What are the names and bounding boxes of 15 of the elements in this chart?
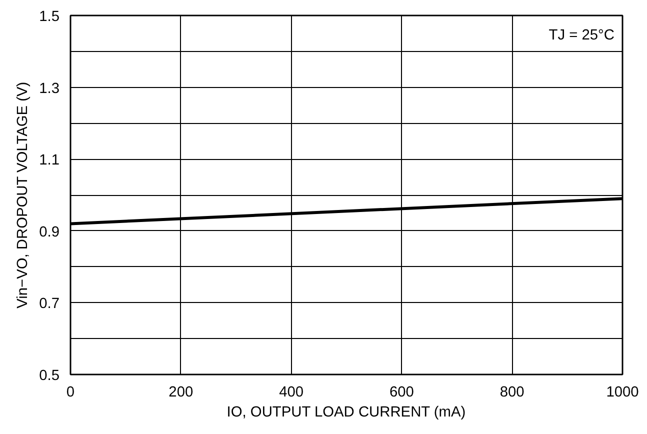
- x-tick-label: 200: [168, 384, 194, 400]
- x-tick-label: 1000: [606, 384, 639, 400]
- annotation: TJ = 25°C: [548, 28, 615, 44]
- x-tick-label: 800: [500, 384, 524, 400]
- y-tick-label: 0.9: [39, 224, 60, 240]
- x-tick-label: 400: [279, 384, 304, 400]
- y-tick-label: 0.7: [39, 296, 60, 312]
- y-tick-label: 1.3: [39, 80, 60, 97]
- y-axis-title: Vin−VO, DROPOUT VOLTAGE (V): [15, 82, 32, 308]
- y-tick-label: 1.5: [39, 9, 60, 25]
- y-tick-label: 0.5: [39, 368, 60, 384]
- x-tick-label: 0: [66, 384, 75, 400]
- x-axis-title: IO, OUTPUT LOAD CURRENT (mA): [226, 404, 466, 420]
- y-tick-label: 1.1: [39, 152, 60, 169]
- x-tick-label: 600: [389, 384, 414, 400]
